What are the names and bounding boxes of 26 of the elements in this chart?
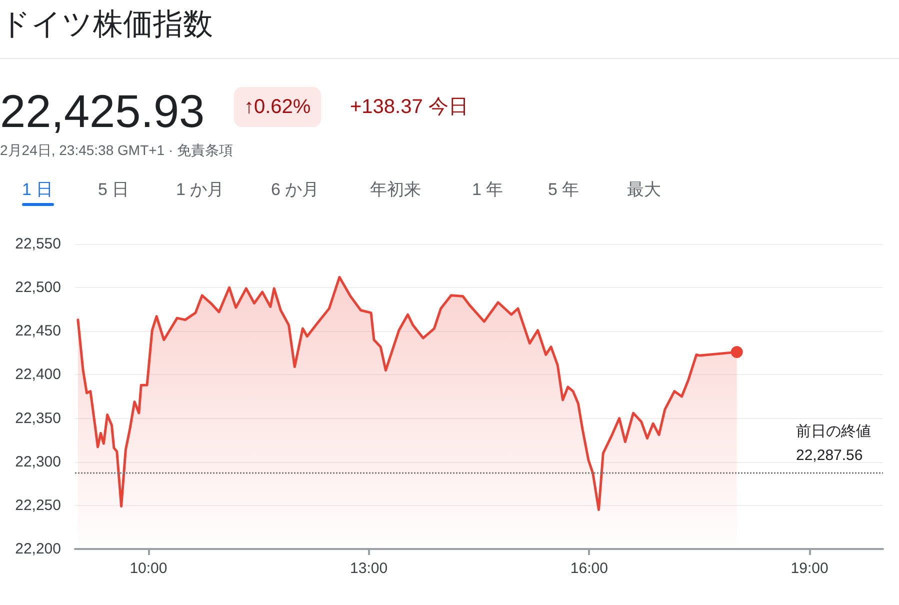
y-tick-label: 22,500: [15, 279, 61, 296]
x-tick-label: 10:00: [130, 560, 168, 577]
y-tick-label: 22,300: [15, 453, 61, 470]
text: 5 日: [98, 179, 130, 201]
text: ↑0.62%: [234, 87, 321, 127]
x-tick-label: 19:00: [790, 560, 828, 577]
y-tick-label: 22,400: [15, 366, 61, 384]
text: 最大: [627, 179, 661, 201]
y-tick-label: 22,450: [15, 322, 61, 340]
x-tick-label: 13:00: [350, 560, 388, 577]
text: 年初来: [370, 179, 421, 201]
y-tick-label: 22,350: [15, 410, 61, 427]
text: 5 年: [548, 179, 580, 201]
y-tick-label: 22,250: [15, 496, 61, 514]
text: +138.37 今日: [350, 95, 468, 120]
text: 1 日: [22, 179, 54, 201]
y-tick-label: 22,550: [15, 236, 61, 252]
x-tick-label: 16:00: [570, 560, 608, 577]
text: 6 か月: [271, 179, 320, 201]
text: 1 か月: [176, 179, 224, 201]
ref-line-label: 前日の終値 22,287.56: [796, 423, 876, 464]
y-tick-label: 22,200: [15, 540, 61, 558]
text: 2月24日, 23:45:38 GMT+1 · 免責条項: [0, 142, 234, 160]
text: 22,425.93: [0, 84, 205, 138]
chart-title: ドイツ株価指数: [0, 7, 213, 43]
text: 1 年: [472, 179, 504, 201]
